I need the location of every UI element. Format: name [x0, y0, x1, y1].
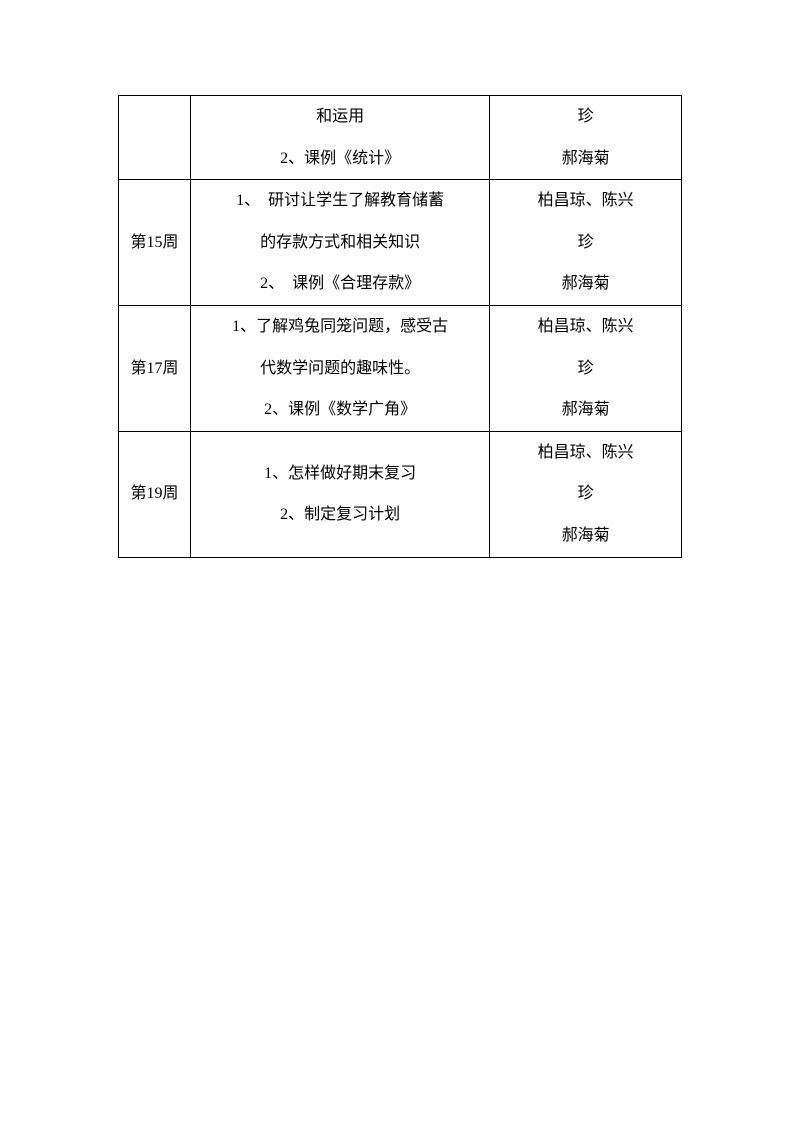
content-line: 1、 研讨让学生了解教育储蓄 [195, 180, 485, 222]
people-line: 郝海菊 [494, 138, 677, 180]
week-cell: 第15周 [119, 180, 191, 306]
people-line: 郝海菊 [494, 263, 677, 305]
people-line: 珍 [494, 473, 677, 515]
week-cell [119, 96, 191, 180]
content-cell: 和运用 2、课例《统计》 [190, 96, 489, 180]
content-line: 2、制定复习计划 [195, 494, 485, 536]
content-line: 的存款方式和相关知识 [195, 222, 485, 264]
people-line: 郝海菊 [494, 389, 677, 431]
people-line: 柏昌琼、陈兴 [494, 306, 677, 348]
content-line: 1、了解鸡兔同笼问题，感受古 [195, 306, 485, 348]
people-cell: 珍 郝海菊 [490, 96, 682, 180]
week-cell: 第19周 [119, 431, 191, 557]
week-cell: 第17周 [119, 305, 191, 431]
people-line: 柏昌琼、陈兴 [494, 180, 677, 222]
people-line: 郝海菊 [494, 515, 677, 557]
table-row: 和运用 2、课例《统计》 珍 郝海菊 [119, 96, 682, 180]
content-line: 2、 课例《合理存款》 [195, 263, 485, 305]
people-line: 珍 [494, 96, 677, 138]
people-cell: 柏昌琼、陈兴 珍 郝海菊 [490, 431, 682, 557]
content-line: 代数学问题的趣味性。 [195, 348, 485, 390]
content-cell: 1、怎样做好期末复习 2、制定复习计划 [190, 431, 489, 557]
people-line: 柏昌琼、陈兴 [494, 432, 677, 474]
schedule-table: 和运用 2、课例《统计》 珍 郝海菊 第15周 1、 研讨让学生了解教育储蓄 的… [118, 95, 682, 558]
table-row: 第19周 1、怎样做好期末复习 2、制定复习计划 柏昌琼、陈兴 珍 郝海菊 [119, 431, 682, 557]
people-line: 珍 [494, 222, 677, 264]
people-cell: 柏昌琼、陈兴 珍 郝海菊 [490, 305, 682, 431]
people-cell: 柏昌琼、陈兴 珍 郝海菊 [490, 180, 682, 306]
table-row: 第15周 1、 研讨让学生了解教育储蓄 的存款方式和相关知识 2、 课例《合理存… [119, 180, 682, 306]
content-line: 1、怎样做好期末复习 [195, 453, 485, 495]
content-cell: 1、了解鸡兔同笼问题，感受古 代数学问题的趣味性。 2、课例《数学广角》 [190, 305, 489, 431]
content-line: 2、课例《统计》 [195, 138, 485, 180]
content-line: 2、课例《数学广角》 [195, 389, 485, 431]
table-row: 第17周 1、了解鸡兔同笼问题，感受古 代数学问题的趣味性。 2、课例《数学广角… [119, 305, 682, 431]
content-cell: 1、 研讨让学生了解教育储蓄 的存款方式和相关知识 2、 课例《合理存款》 [190, 180, 489, 306]
content-line: 和运用 [195, 96, 485, 138]
people-line: 珍 [494, 348, 677, 390]
